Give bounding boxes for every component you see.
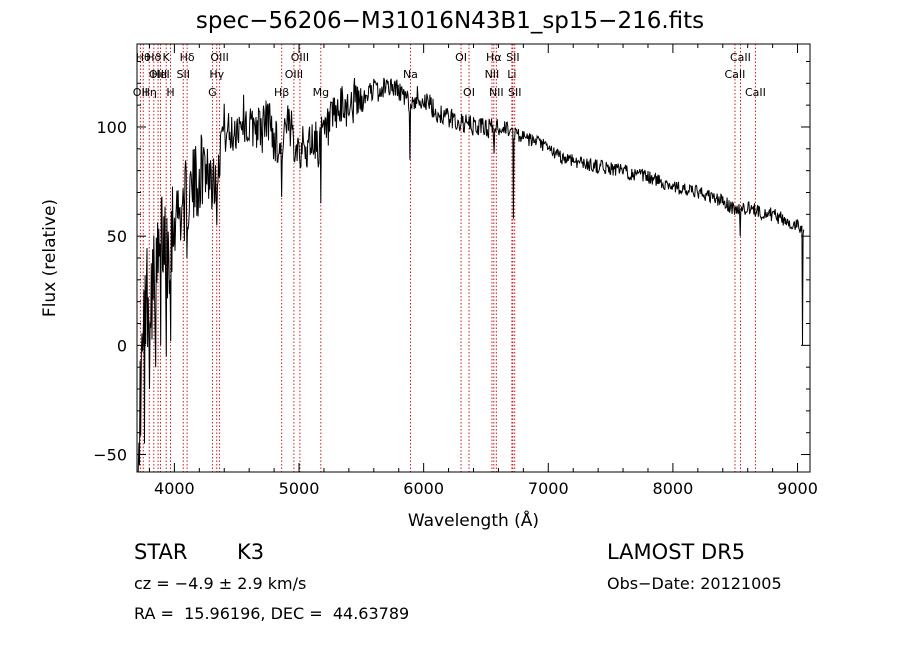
line-label-21: Hα	[486, 51, 502, 64]
line-label-12: OIII	[210, 51, 228, 64]
line-label-9: Hδ	[180, 51, 195, 64]
object-subclass: K3	[237, 540, 265, 564]
chart-title: spec−56206−M31016N43B1_sp15−216.fits	[195, 8, 705, 34]
x-tick-label: 7000	[528, 479, 569, 498]
spectrum-line	[137, 77, 805, 473]
survey-name: LAMOST DR5	[607, 540, 746, 564]
line-label-8: SII	[176, 68, 189, 81]
line-label-16: Mg	[313, 86, 329, 99]
line-label-6: K	[163, 51, 171, 64]
line-label-19: OI	[463, 86, 475, 99]
line-label-1: Hθ	[136, 51, 151, 64]
x-tick-label: 5000	[279, 479, 320, 498]
x-axis-label: Wavelength (Å)	[407, 511, 540, 531]
x-tick-label: 8000	[653, 479, 694, 498]
line-label-15: OIII	[291, 51, 309, 64]
line-label-26: CaII	[725, 68, 746, 81]
line-label-28: CaII	[745, 86, 766, 99]
line-label-7: H	[166, 86, 174, 99]
emission-line-labels: OIIHθHηHϑOIIIHeIKHSIIHδGHγOIIIHβOIIIOIII…	[133, 51, 766, 99]
x-tick-label: 4000	[154, 479, 195, 498]
line-label-3: Hϑ	[146, 51, 161, 64]
line-label-23: Li	[507, 68, 516, 81]
y-tick-label: 100	[96, 118, 127, 137]
line-label-13: Hβ	[274, 86, 289, 99]
plot-frame	[136, 43, 811, 473]
line-label-18: OI	[455, 51, 467, 64]
line-label-10: G	[208, 86, 217, 99]
y-axis-label: Flux (relative)	[40, 198, 60, 318]
y-axis: −50 0 50 100	[93, 60, 810, 465]
emission-line-markers	[139, 44, 756, 472]
line-label-11: Hγ	[209, 68, 224, 81]
y-tick-label: −50	[93, 446, 127, 465]
object-class: STAR	[134, 540, 188, 564]
observation-date: Obs−Date: 20121005	[607, 574, 782, 593]
y-tick-label: 50	[107, 227, 127, 246]
x-tick-label: 6000	[403, 479, 444, 498]
ra-dec-coordinates: RA = 15.96196, DEC = 44.63789	[134, 604, 410, 623]
redshift-cz: cz = −4.9 ± 2.9 km/s	[134, 574, 307, 593]
line-label-2: Hη	[142, 86, 157, 99]
line-label-5: HeI	[151, 68, 169, 81]
line-label-27: CaII	[730, 51, 751, 64]
x-tick-label: 9000	[777, 479, 818, 498]
spectrum-series	[137, 77, 805, 473]
line-label-17: Na	[403, 68, 418, 81]
line-label-25: SII	[508, 86, 521, 99]
line-label-20: NII	[485, 68, 500, 81]
line-label-24: SII	[506, 51, 519, 64]
x-axis: 4000 5000 6000 7000 8000 9000	[148, 44, 818, 498]
line-label-22: NII	[489, 86, 504, 99]
line-label-14: OIII	[285, 68, 303, 81]
line-label-4: OIII	[149, 68, 167, 81]
y-tick-label: 0	[117, 336, 127, 355]
